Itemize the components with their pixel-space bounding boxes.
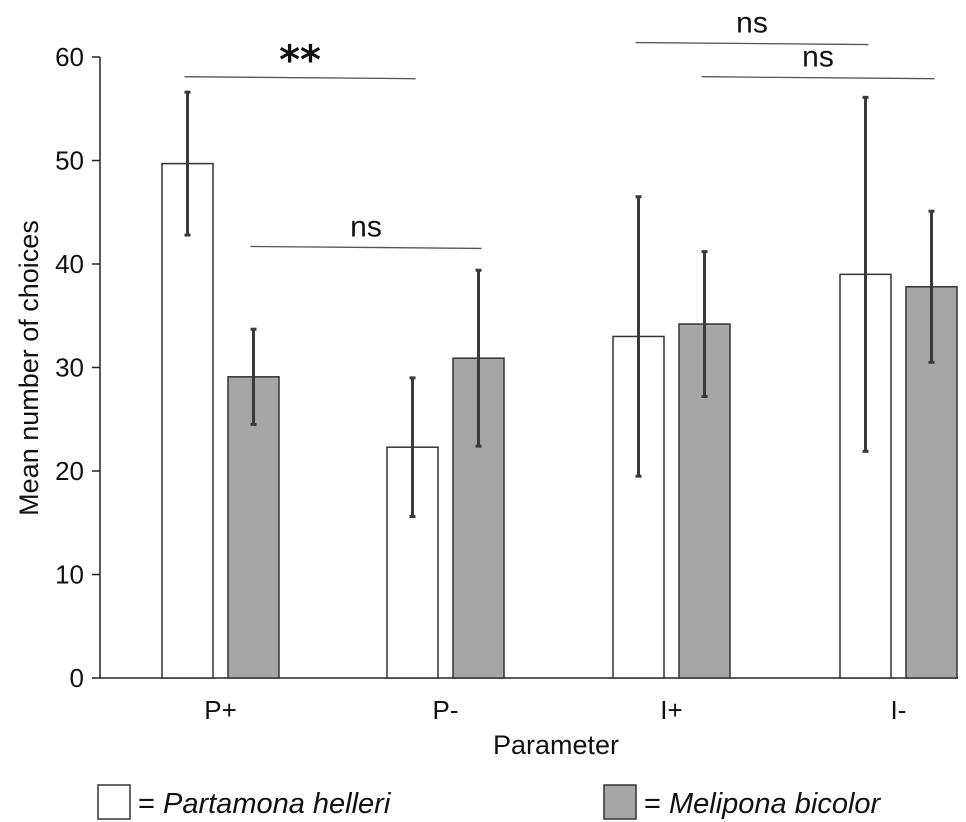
x-tick-label: I+ <box>660 695 682 725</box>
legend-series-name: Melipona bicolor <box>669 788 882 820</box>
y-tick-label: 20 <box>55 456 84 486</box>
legend: = Partamona helleri = Melipona bicolor <box>97 784 882 820</box>
bars <box>161 162 958 679</box>
legend-entry: = Partamona helleri <box>138 788 392 820</box>
significance-label: ns <box>802 41 834 74</box>
significance-line <box>635 41 869 46</box>
tick-labels: 0 10 20 30 40 50 60 P+ P- I+ I- <box>55 42 906 725</box>
x-tick-label: P+ <box>204 695 237 725</box>
y-tick-label: 0 <box>70 663 84 693</box>
y-tick-label: 40 <box>55 249 84 279</box>
significance-label: ns <box>736 7 768 40</box>
significance-line <box>701 76 935 80</box>
legend-swatch <box>97 784 131 820</box>
significance-line <box>184 76 416 80</box>
legend-series-name: Partamona helleri <box>163 788 392 820</box>
significance-annotations: ** ns ns ns <box>184 7 935 250</box>
axes <box>92 56 958 679</box>
significance-line <box>250 245 482 250</box>
x-tick-label: I- <box>891 695 907 725</box>
y-tick-label: 50 <box>55 146 84 176</box>
y-axis-title: Mean number of choices <box>14 220 44 516</box>
significance-label: ns <box>350 210 382 243</box>
y-tick-label: 30 <box>55 353 84 383</box>
error-bars <box>184 90 935 519</box>
bar <box>227 376 280 679</box>
legend-entry: = Melipona bicolor <box>644 788 882 820</box>
y-tick-label: 60 <box>55 42 84 72</box>
y-tick-label: 10 <box>55 560 84 590</box>
legend-prefix: = <box>644 788 669 820</box>
x-tick-label: P- <box>433 695 459 725</box>
legend-swatch <box>603 784 637 820</box>
significance-label: ** <box>279 38 321 84</box>
legend-prefix: = <box>138 788 163 820</box>
x-axis-title: Parameter <box>493 730 619 760</box>
bar <box>161 162 214 679</box>
